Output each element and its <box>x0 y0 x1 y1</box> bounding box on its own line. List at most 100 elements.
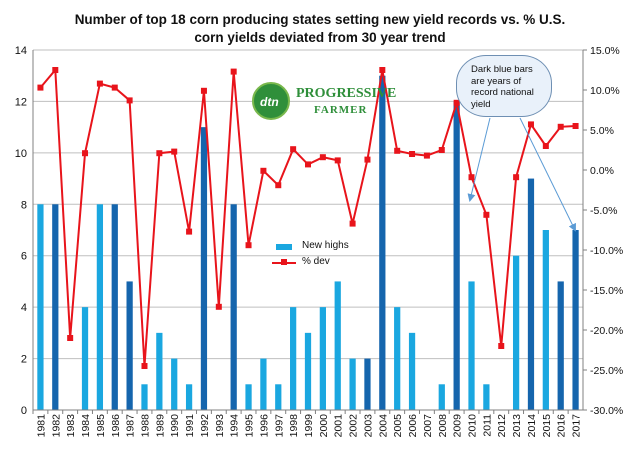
x-tick-label: 2012 <box>496 414 508 438</box>
point-pct-dev <box>349 220 356 227</box>
y-right-tick-label: 10.0% <box>590 85 620 97</box>
point-pct-dev <box>156 150 163 157</box>
progressive-farmer-logo: dtn PROGRESSIVE FARMER <box>252 82 396 122</box>
bar-new-highs <box>334 281 341 410</box>
bar-new-highs <box>394 307 401 410</box>
x-tick-label: 2006 <box>407 414 419 438</box>
y-left-tick-label: 2 <box>21 354 27 366</box>
point-pct-dev <box>290 146 297 153</box>
x-tick-label: 2007 <box>422 414 434 438</box>
bar-new-highs <box>527 178 535 410</box>
x-tick-label: 1992 <box>199 414 211 438</box>
logo-name-primary: PROGRESSIVE <box>296 86 397 101</box>
point-pct-dev <box>305 161 311 168</box>
x-tick-label: 2010 <box>467 414 479 438</box>
x-tick-label: 1982 <box>50 414 62 438</box>
x-tick-label: 1995 <box>244 414 256 438</box>
point-pct-dev <box>379 67 386 73</box>
point-pct-dev <box>527 121 534 128</box>
point-pct-dev <box>186 228 193 235</box>
x-tick-label: 1988 <box>139 414 151 438</box>
y-left-tick-label: 4 <box>21 302 27 314</box>
point-pct-dev <box>52 67 59 73</box>
point-pct-dev <box>111 84 118 91</box>
bar-new-highs <box>52 204 59 410</box>
bar-new-highs <box>304 332 312 410</box>
bar-new-highs <box>557 281 564 410</box>
point-pct-dev <box>498 343 505 349</box>
point-pct-dev <box>215 303 222 310</box>
x-tick-label: 1996 <box>258 414 270 438</box>
x-tick-label: 1986 <box>110 414 122 438</box>
point-pct-dev <box>200 87 207 94</box>
x-tick-label: 2004 <box>377 414 389 438</box>
point-pct-dev <box>572 123 579 129</box>
bar-new-highs <box>111 204 118 410</box>
bar-new-highs <box>572 230 579 410</box>
y-left-tick-label: 6 <box>21 251 27 263</box>
point-pct-dev <box>453 99 460 106</box>
callout-arrow-2017 <box>519 117 576 232</box>
y-right-tick-label: 0.0% <box>590 165 614 177</box>
legend-swatch-bar <box>276 244 292 250</box>
y-right-tick-label: 5.0% <box>590 125 614 137</box>
annotation-text: Dark blue bars are years of record natio… <box>471 64 534 110</box>
chart-title-line1: Number of top 18 corn producing states s… <box>74 12 566 27</box>
bar-new-highs <box>37 204 44 410</box>
x-tick-label: 2003 <box>362 414 374 438</box>
bar-new-highs <box>260 358 267 410</box>
y-left-tick-label: 14 <box>15 45 27 57</box>
y-left-tick-label: 12 <box>15 96 27 108</box>
x-tick-label: 2009 <box>452 414 464 438</box>
point-pct-dev <box>82 150 89 157</box>
point-pct-dev <box>513 174 520 181</box>
x-tick-label: 1994 <box>229 414 241 438</box>
y-left-tick-label: 0 <box>21 405 27 417</box>
callout-arrow-2009 <box>467 117 491 202</box>
point-pct-dev <box>542 143 549 149</box>
legend-label-pct-dev: % dev <box>302 256 330 267</box>
x-tick-label: 2014 <box>526 414 538 438</box>
legend-label-new-highs: New highs <box>302 240 349 251</box>
bar-new-highs <box>468 281 475 410</box>
bar-new-highs <box>349 358 356 410</box>
point-pct-dev <box>364 156 371 163</box>
bar-new-highs <box>512 255 520 410</box>
point-pct-dev <box>230 68 237 75</box>
x-tick-label: 2001 <box>333 414 345 438</box>
bar-new-highs <box>542 230 549 410</box>
x-tick-label: 2015 <box>541 414 553 438</box>
x-tick-label: 2000 <box>318 414 330 438</box>
dtn-logo-mark: dtn <box>260 95 279 109</box>
x-tick-label: 1985 <box>95 414 107 438</box>
y-right-tick-label: -20.0% <box>590 325 623 337</box>
legend-swatch-marker <box>281 259 287 265</box>
y-right-tick-label: -5.0% <box>590 205 617 217</box>
bar-new-highs <box>408 332 416 410</box>
x-tick-label: 2017 <box>571 414 583 438</box>
x-tick-label: 2013 <box>511 414 523 438</box>
x-tick-label: 1987 <box>125 414 137 438</box>
point-pct-dev <box>394 147 401 154</box>
bar-new-highs <box>185 384 193 410</box>
x-tick-label: 2008 <box>437 414 449 438</box>
x-tick-label: 1983 <box>65 414 77 438</box>
y-right-tick-label: -30.0% <box>590 405 623 417</box>
annotation-callout: Dark blue bars are years of record natio… <box>456 55 552 117</box>
bar-new-highs <box>379 75 386 410</box>
bar-new-highs <box>290 307 297 410</box>
bar-new-highs <box>319 307 326 410</box>
point-pct-dev <box>319 154 326 161</box>
x-tick-label: 2011 <box>481 414 493 437</box>
point-pct-dev <box>557 123 564 130</box>
point-pct-dev <box>126 97 133 104</box>
point-pct-dev <box>334 157 341 164</box>
point-pct-dev <box>423 152 430 159</box>
bar-new-highs <box>141 384 148 410</box>
point-pct-dev <box>275 182 282 189</box>
point-pct-dev <box>483 211 490 218</box>
x-tick-label: 2002 <box>348 414 360 438</box>
bar-new-highs <box>438 384 445 410</box>
y-left-tick-label: 8 <box>21 199 27 211</box>
